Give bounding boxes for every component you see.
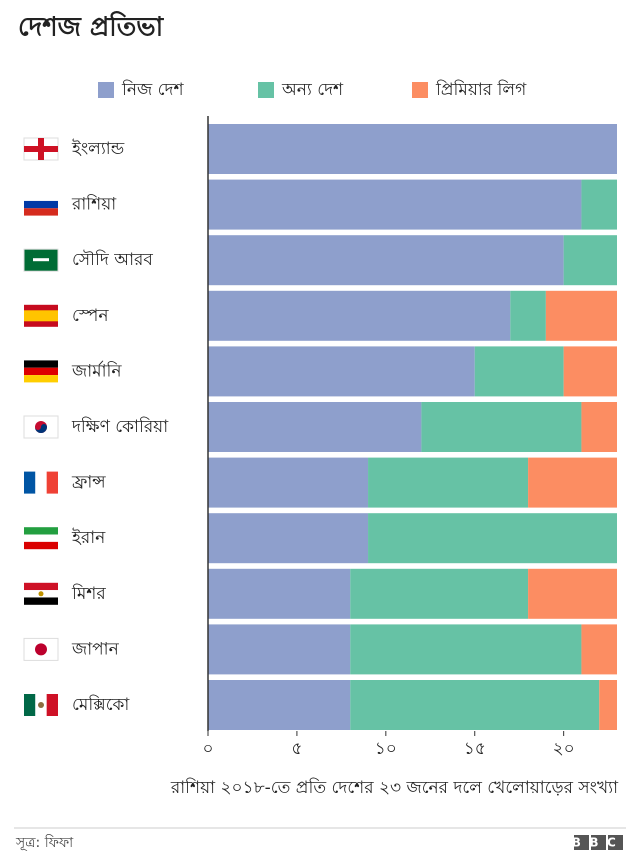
flag-part: [24, 541, 58, 550]
y-tick-label: ফ্রান্স: [71, 473, 106, 493]
bar-segment: [208, 402, 422, 452]
flag: [23, 248, 59, 272]
bar-segment: [208, 457, 369, 508]
flag-part: [35, 471, 47, 494]
flag-part: [24, 534, 58, 542]
flag-part: [24, 360, 58, 368]
flag: [24, 527, 58, 550]
logo-text: BBC: [572, 836, 625, 850]
flag-part: [38, 591, 44, 597]
flag-part: [33, 258, 49, 262]
bar-segment: [510, 290, 546, 341]
flag: [23, 415, 59, 439]
y-tick-label: মেক্সিকো: [72, 694, 130, 715]
source: সূত্র: ফিফা: [15, 834, 74, 851]
legend-label: প্রিমিয়ার লিগ: [435, 79, 527, 100]
bar-segment: [208, 124, 617, 174]
y-tick-label: মিশর: [71, 583, 106, 604]
flag-part: [24, 367, 58, 376]
bar-segment: [208, 346, 475, 397]
flag-part: [24, 694, 36, 716]
y-tick-label: সৌদি আরব: [72, 249, 153, 270]
x-tick-label: ৫: [291, 739, 302, 759]
bar-segment: [208, 513, 369, 564]
flag-part: [24, 310, 58, 322]
bar-segment: [474, 346, 564, 397]
flag-part: [24, 208, 58, 216]
flag-part: [46, 471, 58, 494]
flag: [24, 471, 58, 494]
y-tick-label: জার্মানি: [71, 360, 122, 381]
bar-segment: [208, 624, 351, 675]
y-tick-label: দক্ষিণ কোরিয়া: [71, 416, 169, 437]
legend-label: অন্য দেশ: [281, 80, 344, 100]
y-tick-label: ইংল্যান্ড: [71, 139, 125, 159]
flag: [24, 193, 58, 216]
flag-part: [24, 200, 58, 209]
flag-part: [24, 471, 36, 494]
legend-swatch: [412, 82, 428, 98]
x-tick-label: ১০: [375, 739, 397, 759]
legend-label: নিজ দেশ: [121, 79, 184, 100]
bar-segment: [368, 513, 617, 564]
flag-part: [24, 527, 58, 535]
chart-title: দেশজ প্রতিভা: [18, 11, 165, 43]
legend-swatch: [258, 82, 274, 98]
bar-segment: [563, 346, 617, 397]
bar-segment: [208, 179, 582, 230]
bar-segment: [581, 402, 617, 452]
bar-segment: [581, 179, 617, 230]
flag: [24, 694, 58, 716]
bar-segment: [208, 290, 511, 341]
flag-part: [35, 424, 47, 433]
bar-segment: [208, 235, 564, 286]
bar-segment: [350, 624, 582, 675]
flag-part: [24, 597, 58, 605]
bar-segment: [528, 568, 617, 619]
flag: [24, 360, 58, 383]
flag-part: [35, 643, 47, 656]
bar-segment: [599, 680, 617, 730]
x-tick-label: ০: [202, 739, 213, 759]
x-axis-label: রাশিয়া ২০১৮-তে প্রতি দেশের ২৩ জনের দলে …: [170, 777, 619, 798]
bar-segment: [528, 457, 617, 508]
legend-swatch: [98, 82, 114, 98]
y-tick-label: রাশিয়া: [71, 194, 117, 215]
flag-part: [38, 702, 44, 708]
flag-part: [24, 375, 58, 383]
flag-part: [24, 193, 58, 201]
bar-segment: [421, 402, 582, 452]
flag-part: [24, 582, 58, 591]
x-tick-label: ২০: [553, 739, 575, 759]
x-tick-label: ১৫: [464, 739, 486, 759]
flag: [23, 637, 59, 661]
flag: [23, 137, 59, 161]
y-tick-label: জাপান: [71, 639, 120, 659]
bar-segment: [208, 680, 351, 730]
flag: [24, 582, 58, 605]
bar-segment: [208, 568, 351, 619]
bar-segment: [350, 568, 529, 619]
y-tick-label: স্পেন: [72, 306, 109, 326]
flag-part: [24, 146, 58, 152]
bar-segment: [545, 290, 617, 341]
logo: [574, 835, 623, 850]
flag-part: [46, 694, 58, 716]
bar-segment: [581, 624, 617, 675]
y-tick-label: ইরান: [71, 528, 106, 548]
bar-segment: [368, 457, 529, 508]
bar-segment: [563, 235, 617, 286]
bar-segment: [350, 680, 600, 730]
flag: [24, 304, 58, 327]
